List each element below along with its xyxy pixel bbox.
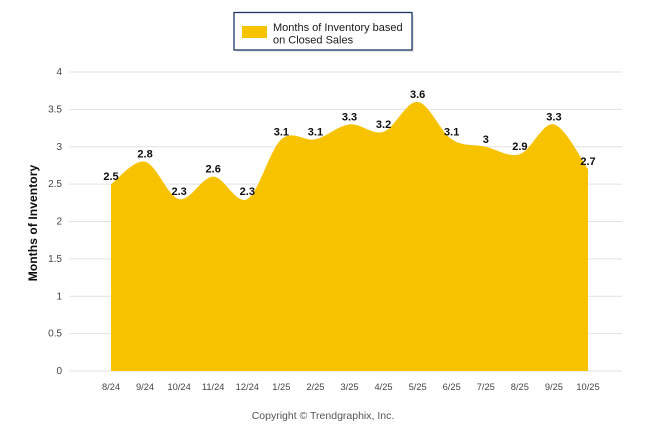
svg-text:3/25: 3/25 <box>340 382 358 392</box>
svg-text:11/24: 11/24 <box>202 382 225 392</box>
svg-text:on Closed Sales: on Closed Sales <box>273 35 354 47</box>
svg-text:10/24: 10/24 <box>168 382 191 392</box>
svg-text:2.5: 2.5 <box>103 171 118 183</box>
svg-text:5/25: 5/25 <box>409 382 427 392</box>
svg-text:2.3: 2.3 <box>171 186 186 198</box>
svg-text:6/25: 6/25 <box>443 382 461 392</box>
svg-text:2.9: 2.9 <box>512 141 527 153</box>
svg-text:3.2: 3.2 <box>376 119 391 131</box>
svg-text:2/25: 2/25 <box>306 382 324 392</box>
svg-text:3.1: 3.1 <box>444 126 459 138</box>
svg-text:2.3: 2.3 <box>240 186 255 198</box>
svg-text:12/24: 12/24 <box>236 382 259 392</box>
svg-text:2.8: 2.8 <box>137 149 152 161</box>
svg-text:8/24: 8/24 <box>102 382 120 392</box>
svg-text:0.5: 0.5 <box>48 329 62 340</box>
svg-text:4: 4 <box>56 67 62 78</box>
svg-text:3: 3 <box>56 142 62 153</box>
svg-text:1/25: 1/25 <box>272 382 290 392</box>
svg-text:4/25: 4/25 <box>375 382 393 392</box>
svg-text:2.7: 2.7 <box>580 156 595 168</box>
svg-text:3.1: 3.1 <box>274 126 289 138</box>
svg-text:8/25: 8/25 <box>511 382 529 392</box>
svg-text:3.1: 3.1 <box>308 126 323 138</box>
svg-text:2.5: 2.5 <box>48 179 62 190</box>
svg-text:9/25: 9/25 <box>545 382 563 392</box>
svg-text:3: 3 <box>483 134 489 146</box>
svg-text:10/25: 10/25 <box>576 382 599 392</box>
svg-text:3.5: 3.5 <box>48 104 62 115</box>
svg-text:1: 1 <box>56 291 62 302</box>
svg-text:9/24: 9/24 <box>136 382 154 392</box>
svg-text:1.5: 1.5 <box>48 254 62 265</box>
svg-text:0: 0 <box>56 366 62 377</box>
svg-text:2: 2 <box>56 217 62 228</box>
svg-text:Months of Inventory based: Months of Inventory based <box>273 22 403 34</box>
svg-text:3.3: 3.3 <box>546 111 561 123</box>
svg-text:3.3: 3.3 <box>342 111 357 123</box>
svg-text:2.6: 2.6 <box>206 164 221 176</box>
svg-text:7/25: 7/25 <box>477 382 495 392</box>
svg-text:3.6: 3.6 <box>410 89 425 101</box>
